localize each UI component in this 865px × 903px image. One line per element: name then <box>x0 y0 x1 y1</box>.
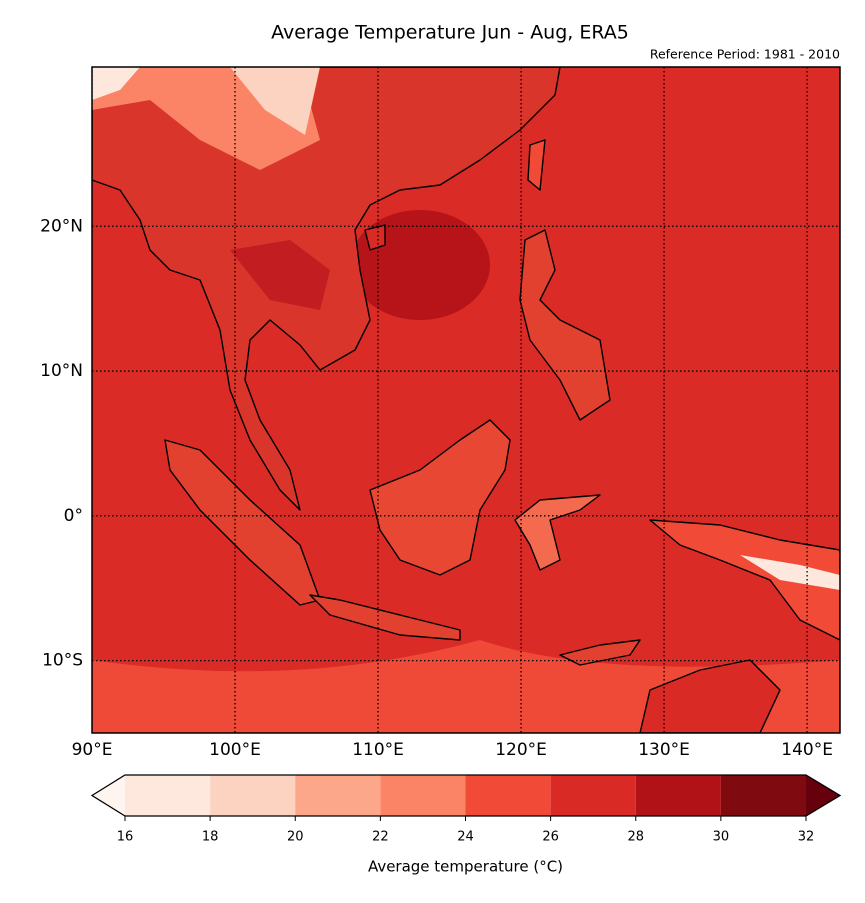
lon-label: 140°E <box>781 740 833 760</box>
land <box>92 67 840 733</box>
colorbar-bin <box>635 775 721 816</box>
colorbar-over <box>806 775 840 816</box>
colorbar-tick-label: 26 <box>542 830 559 845</box>
lat-label: 0° <box>64 506 83 526</box>
colorbar: 16 18 20 22 24 26 28 30 32 Average temperature (°… <box>90 774 842 876</box>
lat-label: 20°N <box>40 216 83 236</box>
colorbar-tick-label: 30 <box>713 830 730 845</box>
colorbar-under <box>92 775 125 816</box>
colorbar-bin <box>550 775 636 816</box>
colorbar-tick-label: 20 <box>287 830 304 845</box>
colorbar-tick-label: 18 <box>202 830 219 845</box>
subtitle: Reference Period: 1981 - 2010 <box>650 47 840 62</box>
colorbar-bin <box>210 775 296 816</box>
lon-label: 120°E <box>495 740 547 760</box>
colorbar-bin <box>295 775 381 816</box>
colorbar-bin <box>380 775 466 816</box>
map <box>92 67 840 733</box>
lon-label: 90°E <box>72 740 113 760</box>
title: Average Temperature Jun - Aug, ERA5 <box>271 22 629 44</box>
lon-label: 100°E <box>209 740 261 760</box>
colorbar-tick-label: 28 <box>627 830 644 845</box>
colorbar-bin <box>720 775 806 816</box>
lat-label: 10°N <box>40 361 83 381</box>
colorbar-bin <box>465 775 551 816</box>
graticule <box>92 67 840 733</box>
colorbar-label: Average temperature (°C) <box>368 858 563 876</box>
map-frame <box>91 66 841 734</box>
lat-label: 10°S <box>42 651 83 671</box>
colorbar-tick-label: 24 <box>457 830 474 845</box>
lon-label: 110°E <box>352 740 404 760</box>
colorbar-tick-label: 22 <box>372 830 389 845</box>
colorbar-bin <box>125 775 211 816</box>
colorbar-tick-label: 16 <box>117 830 134 845</box>
colorbar-tick-label: 32 <box>798 830 815 845</box>
lon-label: 130°E <box>638 740 690 760</box>
